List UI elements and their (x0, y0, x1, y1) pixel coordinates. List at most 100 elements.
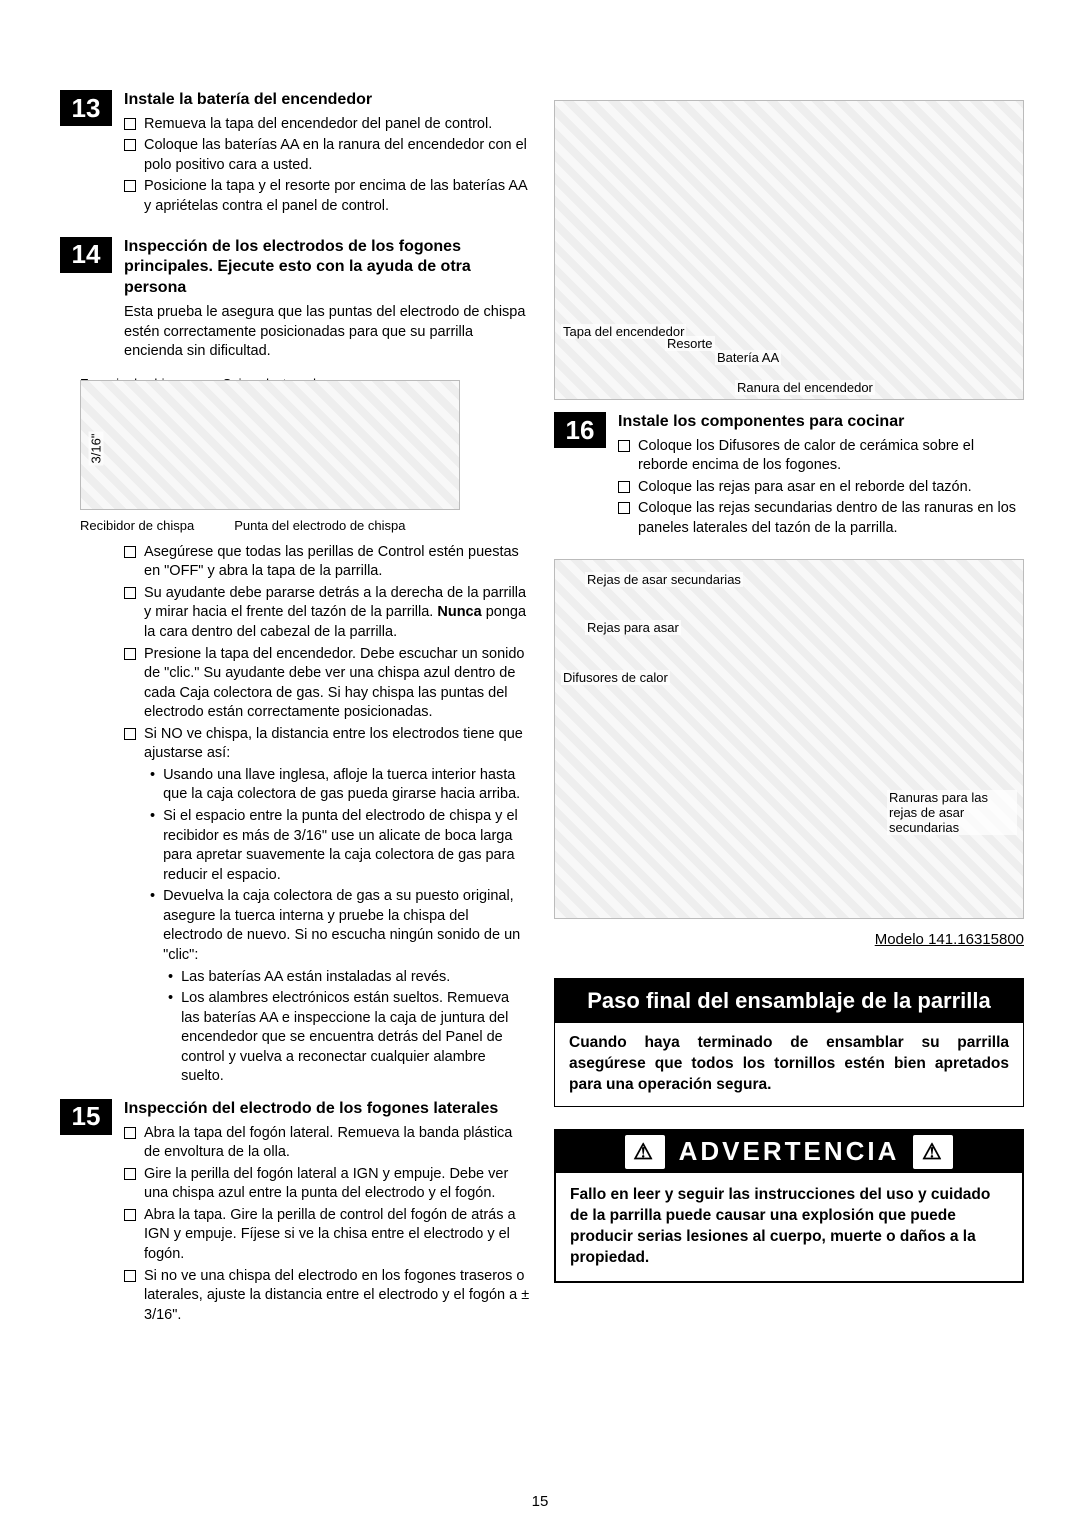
checkbox-text: Su ayudante debe pararse detrás a la der… (144, 584, 530, 643)
warning-body: Fallo en leer y seguir las instrucciones… (556, 1173, 1022, 1281)
step-13-title: Instale la batería del encendedor (124, 90, 530, 111)
step-number-13: 13 (60, 90, 112, 126)
page-number: 15 (532, 1493, 549, 1510)
diagram-label: Rejas para asar (585, 620, 681, 635)
step-13-text: Remueva la tapa del encendedor del panel… (124, 115, 530, 217)
checkbox-item: Si NO ve chispa, la distancia entre los … (124, 725, 530, 764)
warning-label: ADVERTENCIA (679, 1136, 900, 1167)
diagram-label: Batería AA (715, 350, 781, 365)
final-assembly-box: Paso final del ensamblaje de la parrilla… (554, 978, 1024, 1107)
step-15: 15 Inspección del electrodo de los fogon… (60, 1099, 530, 1327)
checkbox-icon (124, 648, 136, 660)
bullet-item: • Si el espacio entre la punta del elect… (150, 807, 530, 885)
checkbox-icon (124, 1270, 136, 1282)
bullet-icon: • (168, 968, 173, 988)
bullet-icon: • (150, 766, 155, 805)
checkbox-icon (124, 1127, 136, 1139)
checkbox-item: Gire la perilla del fogón lateral a IGN … (124, 1165, 530, 1204)
step-15-title: Inspección del electrodo de los fogones … (124, 1099, 530, 1120)
bullet-icon: • (150, 887, 155, 965)
step-13: 13 Instale la batería del encendedor Rem… (60, 90, 530, 219)
bullet-icon: • (168, 989, 173, 1087)
step-13-body: Instale la batería del encendedor Remuev… (124, 90, 530, 219)
checkbox-icon (618, 440, 630, 452)
checkbox-icon (618, 481, 630, 493)
bullet-item: • Devuelva la caja colectora de gas a su… (150, 887, 530, 965)
step-16-body: Instale los componentes para cocinar Col… (618, 412, 1024, 541)
final-assembly-header: Paso final del ensamblaje de la parrilla (555, 979, 1023, 1024)
checkbox-icon (124, 546, 136, 558)
checkbox-text: Coloque las rejas secundarias dentro de … (638, 499, 1024, 538)
model-number: Modelo 141.16315800 (554, 931, 1024, 948)
checkbox-text: Abra la tapa del fogón lateral. Remueva … (144, 1124, 530, 1163)
step-14-intro: Esta prueba le asegura que las puntas de… (124, 303, 530, 362)
step-16-title: Instale los componentes para cocinar (618, 412, 1024, 433)
checkbox-text: Abra la tapa. Gire la perilla de control… (144, 1206, 530, 1265)
step-15-text: Abra la tapa del fogón lateral. Remueva … (124, 1124, 530, 1326)
emphasis-nunca: Nunca (437, 604, 481, 620)
bullet-text: Las baterías AA están instaladas al revé… (181, 968, 530, 988)
diagram-label: Difusores de calor (561, 670, 670, 685)
checkbox-icon (618, 502, 630, 514)
diagram-label: Ranuras para las rejas de asar secundari… (887, 790, 1017, 835)
page-columns: 13 Instale la batería del encendedor Rem… (60, 90, 1020, 1345)
diagram-label: Resorte (665, 336, 715, 351)
diagram-label: Rejas de asar secundarias (585, 572, 743, 587)
warning-triangle-icon: ⚠ (913, 1135, 953, 1169)
checkbox-text: Gire la perilla del fogón lateral a IGN … (144, 1165, 530, 1204)
final-assembly-body: Cuando haya terminado de ensamblar su pa… (555, 1023, 1023, 1106)
checkbox-text: Coloque las rejas para asar en el rebord… (638, 478, 1024, 498)
checkbox-text: Presione la tapa del encendedor. Debe es… (144, 645, 530, 723)
step-14-body: Inspección de los electrodos de los fogo… (124, 237, 530, 362)
step-14-list: Asegúrese que todas las perillas de Cont… (124, 543, 530, 1087)
checkbox-text: Coloque los Difusores de calor de cerámi… (638, 437, 1024, 476)
step-16: 16 Instale los componentes para cocinar … (554, 412, 1024, 541)
checkbox-item: Coloque las rejas para asar en el rebord… (618, 478, 1024, 498)
checkbox-item: Coloque las rejas secundarias dentro de … (618, 499, 1024, 538)
checkbox-item: Abra la tapa. Gire la perilla de control… (124, 1206, 530, 1265)
step-14-sub-bullets: • Las baterías AA están instaladas al re… (168, 968, 530, 1087)
checkbox-icon (124, 139, 136, 151)
checkbox-text: Remueva la tapa del encendedor del panel… (144, 115, 530, 135)
bullet-icon: • (150, 807, 155, 885)
checkbox-item: Coloque las baterías AA en la ranura del… (124, 136, 530, 175)
step-14-bullets: • Usando una llave inglesa, afloje la tu… (150, 766, 530, 1087)
diagram-label: Ranura del encendedor (735, 380, 875, 395)
checkbox-item: Si no ve una chispa del electrodo en los… (124, 1267, 530, 1326)
left-column: 13 Instale la batería del encendedor Rem… (60, 90, 530, 1345)
checkbox-item: Asegúrese que todas las perillas de Cont… (124, 543, 530, 582)
bullet-text: Usando una llave inglesa, afloje la tuer… (163, 766, 530, 805)
step-number-14: 14 (60, 237, 112, 273)
checkbox-icon (124, 180, 136, 192)
step-number-16: 16 (554, 412, 606, 448)
checkbox-item: Abra la tapa del fogón lateral. Remueva … (124, 1124, 530, 1163)
checkbox-text: Si NO ve chispa, la distancia entre los … (144, 725, 530, 764)
step-14-title: Inspección de los electrodos de los fogo… (124, 237, 530, 299)
checkbox-item: Su ayudante debe pararse detrás a la der… (124, 584, 530, 643)
diagram-label: Recibidor de chispa (80, 518, 194, 533)
checkbox-item: Remueva la tapa del encendedor del panel… (124, 115, 530, 135)
step-number-15: 15 (60, 1099, 112, 1135)
checkbox-icon (124, 728, 136, 740)
grill-igniter-diagram: Tapa del encendedor Resorte Batería AA R… (554, 100, 1024, 400)
checkbox-icon (124, 118, 136, 130)
warning-triangle-icon: ⚠ (625, 1135, 665, 1169)
bullet-text: Devuelva la caja colectora de gas a su p… (163, 887, 530, 965)
cooking-components-diagram: Rejas de asar secundarias Rejas para asa… (554, 559, 1024, 919)
checkbox-text: Asegúrese que todas las perillas de Cont… (144, 543, 530, 582)
checkbox-text: Si no ve una chispa del electrodo en los… (144, 1267, 530, 1326)
bullet-text: Si el espacio entre la punta del electro… (163, 807, 530, 885)
step-15-body: Inspección del electrodo de los fogones … (124, 1099, 530, 1327)
right-column: Tapa del encendedor Resorte Batería AA R… (554, 90, 1024, 1345)
warning-box: ⚠ ADVERTENCIA ⚠ Fallo en leer y seguir l… (554, 1129, 1024, 1283)
diagram-label: Punta del electrodo de chispa (234, 518, 405, 533)
checkbox-text: Posicione la tapa y el resorte por encim… (144, 177, 530, 216)
step-16-text: Coloque los Difusores de calor de cerámi… (618, 437, 1024, 539)
checkbox-icon (124, 587, 136, 599)
diagram-bottom-labels: Recibidor de chispa Punta del electrodo … (80, 518, 530, 533)
checkbox-item: Presione la tapa del encendedor. Debe es… (124, 645, 530, 723)
step-14: 14 Inspección de los electrodos de los f… (60, 237, 530, 362)
bullet-item: • Usando una llave inglesa, afloje la tu… (150, 766, 530, 805)
diagram-label: 3/16" (88, 431, 103, 465)
bullet-text: Los alambres electrónicos están sueltos.… (181, 989, 530, 1087)
